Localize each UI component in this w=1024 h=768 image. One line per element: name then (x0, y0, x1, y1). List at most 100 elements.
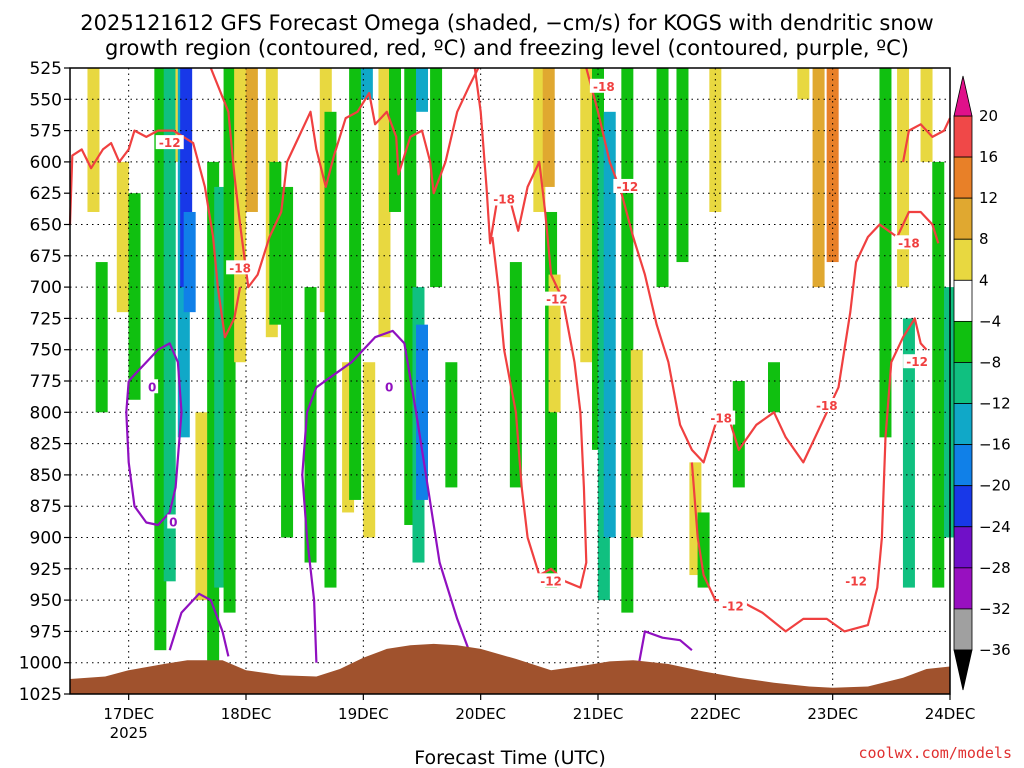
omega-region-35 (533, 68, 546, 212)
contour-label: -18 (593, 80, 615, 94)
y-tick-label: 675 (30, 247, 62, 267)
colorbar-bin (953, 567, 973, 610)
colorbar-bin (953, 608, 973, 651)
colorbar-label: −4 (979, 312, 1001, 330)
omega-region-19 (304, 287, 317, 563)
contour-label-bg (490, 191, 519, 206)
credit-text[interactable]: coolwx.com/models (858, 744, 1012, 762)
x-tick-year-label: 2025 (110, 724, 148, 742)
omega-region-57 (902, 318, 915, 588)
colorbar-over-arrow (953, 75, 973, 117)
terrain-fill (70, 643, 950, 694)
colorbar-bin (953, 485, 973, 528)
y-tick-label: 625 (30, 184, 62, 204)
colorbar-label: −36 (979, 641, 1011, 659)
colorbar-label: 20 (979, 107, 998, 125)
contour-label: -12 (906, 355, 928, 369)
y-tick-label: 575 (30, 122, 62, 142)
omega-region-50 (732, 381, 745, 488)
contour-label: -12 (546, 293, 568, 307)
omega-region-32 (430, 68, 443, 288)
colorbar-bin (953, 115, 973, 158)
colorbar-label: −28 (979, 559, 1011, 577)
colorbar-label: −12 (979, 395, 1011, 413)
contour-label-bg (589, 78, 618, 93)
snow-contour--18-right (585, 67, 940, 464)
omega-region-38 (548, 274, 561, 413)
omega-region-52 (797, 68, 810, 100)
y-tick-label: 725 (30, 309, 62, 329)
x-tick-label: 18DEC (221, 705, 272, 723)
freezing-contour-0-loop-1 (125, 342, 183, 527)
colorbar: 20 16 12 8 4 −4 −8 −12 −16 −20 −24 −28 −32 −36 (953, 75, 1011, 691)
colorbar-bin (953, 279, 973, 322)
contour-label: -18 (229, 261, 251, 275)
contour-label: -12 (159, 136, 181, 150)
omega-region-54 (826, 68, 839, 263)
contour-label: -12 (616, 180, 638, 194)
omega-region-30 (416, 68, 428, 112)
omega-region-53 (812, 68, 825, 288)
x-tick-label: 20DEC (455, 705, 506, 723)
snow-contour--18-upper (209, 67, 480, 289)
colorbar-label: −32 (979, 600, 1011, 618)
contour-label-bg (542, 291, 571, 306)
contour-label-bg (167, 514, 180, 529)
contour-label-bg (537, 573, 566, 588)
y-tick-label: 600 (30, 153, 62, 173)
omega-region-39 (580, 68, 593, 363)
contour-label-bg (155, 135, 184, 150)
colorbar-bin (953, 403, 973, 446)
omega-region-27 (389, 68, 402, 212)
y-tick-label: 750 (30, 341, 62, 361)
x-tick-label: 21DEC (573, 705, 624, 723)
contour-label-bg (894, 235, 923, 250)
contour-label: -18 (816, 399, 838, 413)
contour-label: -12 (845, 574, 867, 588)
omega-region-14 (234, 68, 247, 363)
plot-area: -12 -18 -18 -18 -12 -12 -12 -18 -18 -18 -12 -12 -12 0… (68, 67, 956, 695)
y-tick-label: 850 (30, 466, 62, 486)
contour-labels: -12 -18 -18 -18 -12 -12 -12 -18 -18 -18 -12 -12 -12 0… (146, 78, 932, 613)
omega-region-48 (697, 512, 710, 588)
contour-label-bg (812, 398, 841, 413)
freezing-contour-0-curve-2 (301, 329, 470, 663)
colorbar-bin (953, 362, 973, 404)
contour-label: -18 (710, 412, 732, 426)
omega-region-25 (363, 362, 376, 538)
omega-region-36 (542, 68, 555, 187)
omega-region-15 (245, 68, 258, 212)
omega-region-1 (95, 262, 108, 413)
x-tick-label: 17DEC (103, 705, 154, 723)
x-tick-label: 24DEC (925, 705, 976, 723)
omega-region-56 (897, 68, 910, 288)
omega-region-58 (920, 68, 933, 162)
omega-region-33 (445, 362, 458, 488)
y-tick-label: 950 (30, 591, 62, 611)
colorbar-label: 8 (979, 230, 989, 248)
freezing-contour-0-bump-3 (168, 592, 230, 657)
colorbar-label: 12 (979, 189, 998, 207)
y-tick-label: 900 (30, 529, 62, 549)
chart-title-line-2: growth region (contoured, red, ºC) and f… (105, 36, 909, 60)
contour-label-bg (707, 410, 736, 425)
snow-contour--12-left (68, 129, 242, 339)
contour-label: 0 (385, 380, 393, 394)
y-tick-label: 650 (30, 216, 62, 236)
colorbar-label: 16 (979, 148, 998, 166)
snow-contour--12-lower-right (690, 317, 928, 633)
colorbar-label: −24 (979, 518, 1011, 536)
x-tick-label: 19DEC (338, 705, 389, 723)
x-tick-label: 22DEC (690, 705, 741, 723)
colorbar-bin (953, 526, 973, 569)
x-axis-title: Forecast Time (UTC) (414, 747, 605, 768)
terrain-layer (70, 643, 950, 694)
colorbar-bin (953, 197, 973, 240)
contour-label-bg (146, 379, 159, 394)
y-axis: 525 550 575 600 625 650 675 700 725 750 775 800 825 8… (19, 59, 70, 705)
y-tick-label: 875 (30, 497, 62, 517)
contour-label: -18 (898, 236, 920, 250)
contour-label-bg (842, 573, 871, 588)
